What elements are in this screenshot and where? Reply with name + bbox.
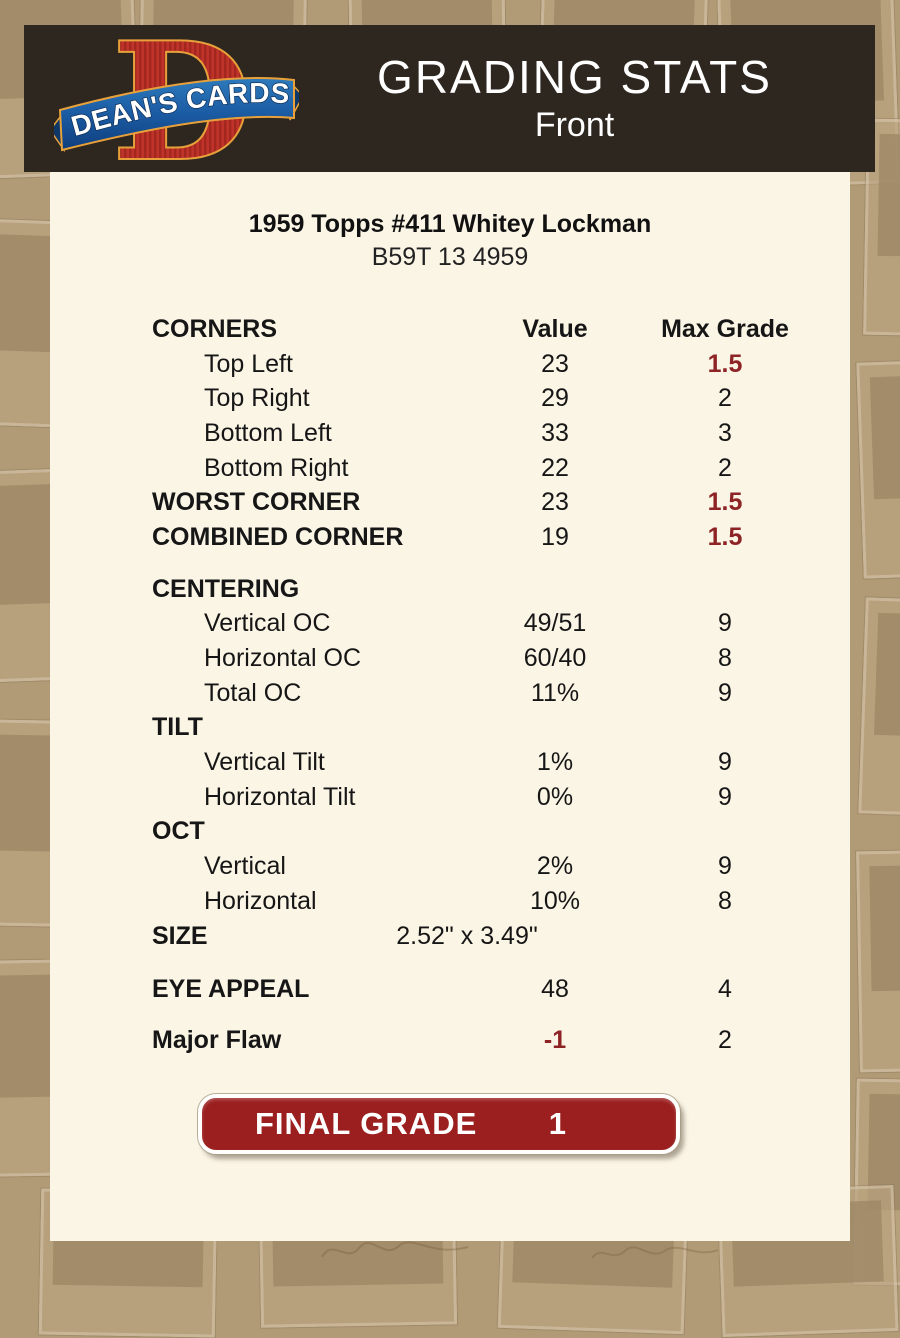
background-card: [856, 357, 900, 579]
row-label: Vertical Tilt: [204, 748, 325, 777]
row-label: Bottom Left: [204, 418, 332, 447]
table-row: Top Right 29 2: [152, 381, 800, 416]
row-max-grade: 8: [718, 644, 732, 673]
row-label: Horizontal OC: [204, 644, 361, 673]
section-label-tilt: TILT: [152, 713, 203, 742]
section-label-size: SIZE: [152, 921, 208, 950]
row-value: 48: [541, 975, 569, 1004]
col-header-max-grade: Max Grade: [661, 314, 789, 343]
row-max-grade: 9: [718, 748, 732, 777]
content-panel: 1959 Topps #411 Whitey Lockman B59T 13 4…: [50, 172, 850, 1241]
row-label: EYE APPEAL: [152, 975, 310, 1004]
row-value: 19: [541, 522, 569, 551]
background-card: [858, 597, 900, 819]
table-row: Vertical OC 49/51 9: [152, 607, 800, 642]
table-row: Horizontal Tilt 0% 9: [152, 780, 800, 815]
view-side-label: Front: [534, 106, 615, 145]
row-label: Vertical OC: [204, 609, 331, 638]
section-label-corners: CORNERS: [152, 314, 278, 343]
row-max-grade: 9: [718, 782, 732, 811]
table-row: CENTERING: [152, 572, 800, 607]
logo-ribbon: [58, 77, 295, 152]
table-row: Vertical Tilt 1% 9: [152, 745, 800, 780]
table-row: TILT: [152, 711, 800, 746]
row-max-grade: 1.5: [707, 349, 743, 378]
row-label: Top Left: [204, 349, 293, 378]
table-row: SIZE 2.52" x 3.49": [152, 919, 800, 954]
row-max-grade: 3: [718, 418, 732, 447]
table-row: Horizontal OC 60/40 8: [152, 641, 800, 676]
col-header-value: Value: [522, 314, 588, 343]
final-grade-value: 1: [548, 1106, 566, 1141]
table-row: Total OC 11% 9: [152, 676, 800, 711]
row-value: 60/40: [523, 644, 587, 673]
table-row: EYE APPEAL 48 4: [152, 972, 800, 1007]
final-grade-label: FINAL GRADE: [255, 1106, 478, 1141]
grading-stats-title: GRADING STATS: [377, 50, 772, 103]
row-value: 0%: [536, 782, 574, 811]
row-value: 1%: [536, 748, 574, 777]
row-max-grade: 9: [718, 678, 732, 707]
row-label: Total OC: [204, 678, 302, 707]
table-row: Major Flaw -1 2: [152, 1023, 800, 1058]
background-card: [856, 848, 900, 1073]
row-value: 11%: [530, 678, 580, 707]
row-value: 23: [541, 488, 569, 517]
table-header-row: CORNERS Value Max Grade: [152, 312, 800, 347]
row-label: Bottom Right: [204, 453, 349, 482]
handwriting-scribble: [321, 1241, 469, 1258]
row-label: COMBINED CORNER: [152, 522, 404, 551]
table-row: Top Left 23 1.5: [152, 347, 800, 382]
final-grade-pill: FINAL GRADE 1: [198, 1094, 680, 1154]
table-row: COMBINED CORNER 19 1.5: [152, 520, 800, 555]
section-label-centering: CENTERING: [152, 574, 300, 603]
table-row: WORST CORNER 23 1.5: [152, 485, 800, 520]
row-label: WORST CORNER: [152, 488, 361, 517]
handwriting-scribble: [591, 1246, 719, 1259]
row-max-grade: 2: [718, 384, 732, 413]
row-value: 49/51: [523, 609, 587, 638]
row-value: 2%: [536, 852, 574, 881]
card-serial-number: B59T 13 4959: [371, 243, 529, 271]
table-row: Bottom Left 33 3: [152, 416, 800, 451]
row-label: Horizontal: [204, 886, 317, 915]
row-value: 23: [541, 349, 569, 378]
row-value: -1: [543, 1025, 567, 1054]
table-row: Bottom Right 22 2: [152, 451, 800, 486]
deans-cards-logo: D DEAN'S CARDS: [54, 32, 299, 167]
row-max-grade: 2: [718, 1025, 732, 1054]
table-row: Horizontal 10% 8: [152, 884, 800, 919]
card-title: 1959 Topps #411 Whitey Lockman: [248, 210, 652, 238]
table-row: Vertical 2% 9: [152, 849, 800, 884]
row-max-grade: 1.5: [707, 522, 743, 551]
row-max-grade: 9: [718, 852, 732, 881]
row-max-grade: 9: [718, 609, 732, 638]
header-text-block: GRADING STATS Front: [294, 25, 855, 172]
row-label: Horizontal Tilt: [204, 782, 356, 811]
row-max-grade: 2: [718, 453, 732, 482]
table-row: OCT: [152, 815, 800, 850]
row-value: 22: [541, 453, 569, 482]
row-label: Major Flaw: [152, 1025, 282, 1054]
row-max-grade: 1.5: [707, 488, 743, 517]
row-label: Vertical: [204, 852, 286, 881]
grading-table: CORNERS Value Max Grade Top Left 23 1.5 …: [152, 312, 800, 1058]
row-value: 10%: [529, 886, 581, 915]
row-max-grade: 8: [718, 886, 732, 915]
row-max-grade: 4: [718, 975, 732, 1004]
row-value: 29: [541, 384, 569, 413]
section-label-oct: OCT: [152, 817, 205, 846]
row-value: 33: [541, 418, 569, 447]
header-bar: D DEAN'S CARDS GRADING STATS Front: [24, 25, 875, 172]
row-label: Top Right: [204, 384, 310, 413]
row-value: 2.52" x 3.49": [396, 921, 538, 950]
